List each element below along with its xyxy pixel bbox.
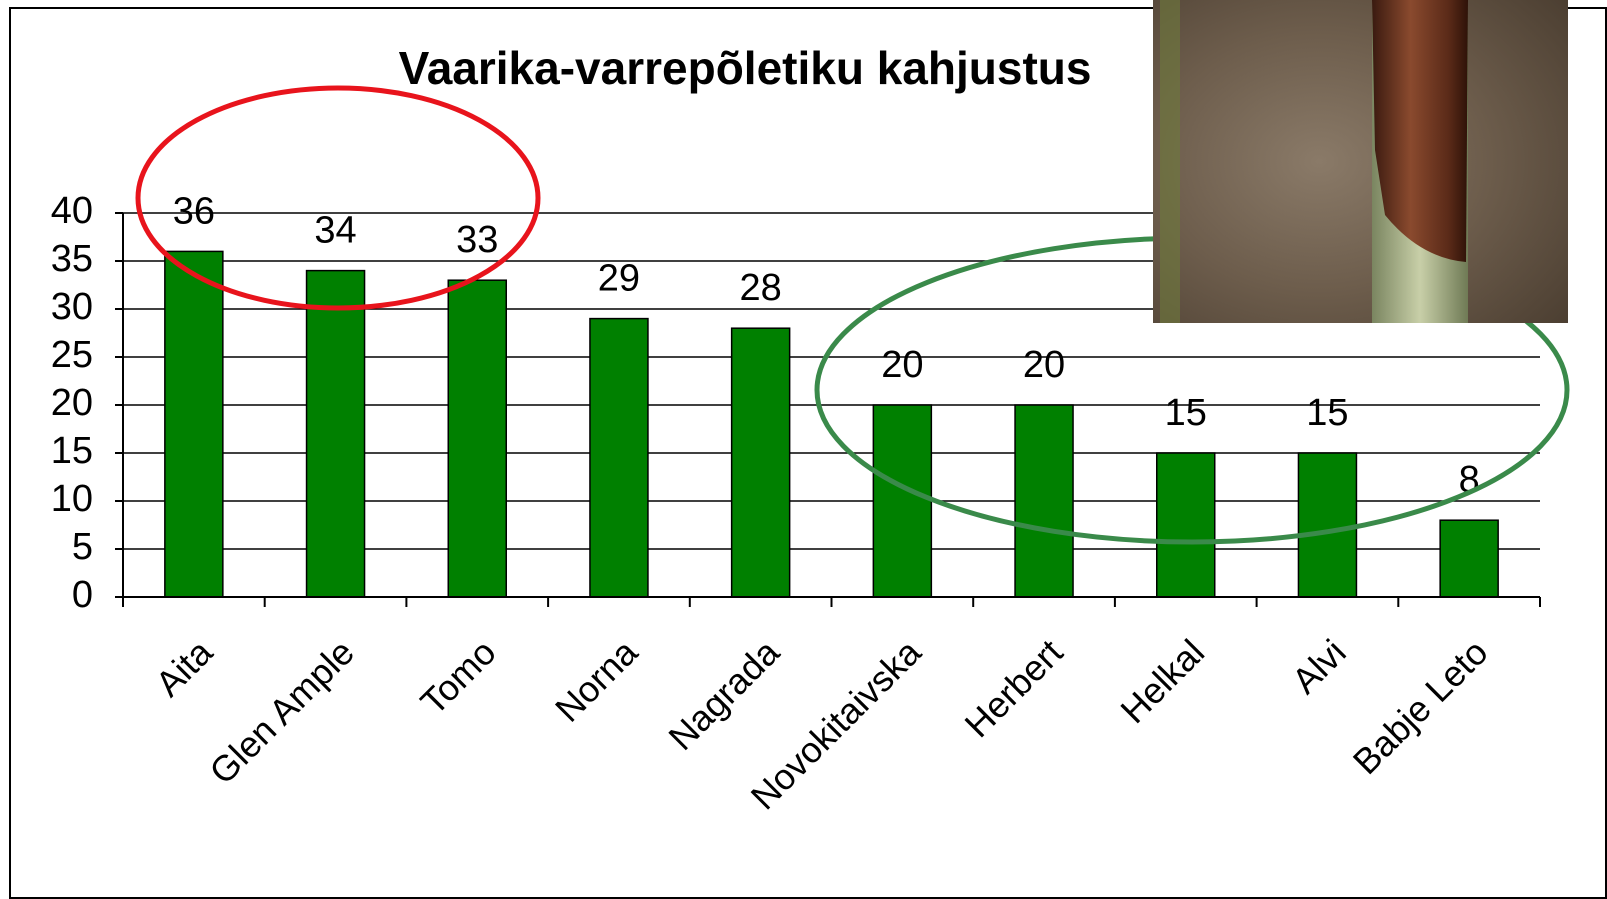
photo [1153, 0, 1568, 323]
x-tick-label: Aita [147, 631, 221, 705]
y-tick-label: 20 [51, 382, 93, 424]
bar [730, 327, 791, 598]
y-tick-label: 25 [51, 334, 93, 376]
bar [1156, 452, 1216, 598]
y-tick-label: 10 [51, 478, 93, 520]
bar [872, 404, 933, 598]
bar [164, 250, 224, 598]
bar [1297, 452, 1358, 598]
data-label: 15 [1306, 392, 1348, 434]
data-label: 28 [740, 267, 782, 309]
data-label: 33 [456, 219, 498, 261]
frame [9, 7, 1607, 899]
x-tick-label: Norna [547, 631, 646, 730]
bar [589, 317, 649, 598]
x-tick-label: Glen Ample [201, 631, 362, 792]
bar [447, 279, 507, 598]
chart-title: Vaarika-varrepõletiku kahjustus [399, 42, 1092, 94]
y-tick-label: 15 [51, 430, 93, 472]
y-tick-label: 5 [72, 526, 93, 568]
bar [305, 269, 366, 598]
data-label: 20 [1023, 344, 1065, 386]
x-tick-label: Herbert [957, 631, 1071, 745]
y-tick-label: 0 [72, 574, 93, 616]
bar [1439, 519, 1499, 598]
data-label: 36 [173, 190, 215, 232]
y-tick-label: 30 [51, 286, 93, 328]
x-tick-label: Nagrada [660, 631, 787, 758]
x-tick-label: Helkal [1112, 631, 1212, 731]
bar [1014, 404, 1074, 598]
photo-blur [1160, 0, 1180, 323]
data-label: 29 [598, 258, 640, 300]
data-label: 15 [1165, 392, 1207, 434]
photo-lesion [1372, 0, 1468, 262]
x-tick-label: Tomo [412, 631, 503, 722]
x-tick-label: Alvi [1284, 631, 1354, 701]
x-tick-label: Babje Leto [1345, 631, 1496, 782]
y-tick-label: 35 [51, 238, 93, 280]
highlight-ellipse [135, 85, 541, 311]
y-tick-label: 40 [51, 190, 93, 232]
data-label: 20 [881, 344, 923, 386]
data-label: 34 [314, 210, 356, 252]
photo-background [1153, 0, 1568, 323]
